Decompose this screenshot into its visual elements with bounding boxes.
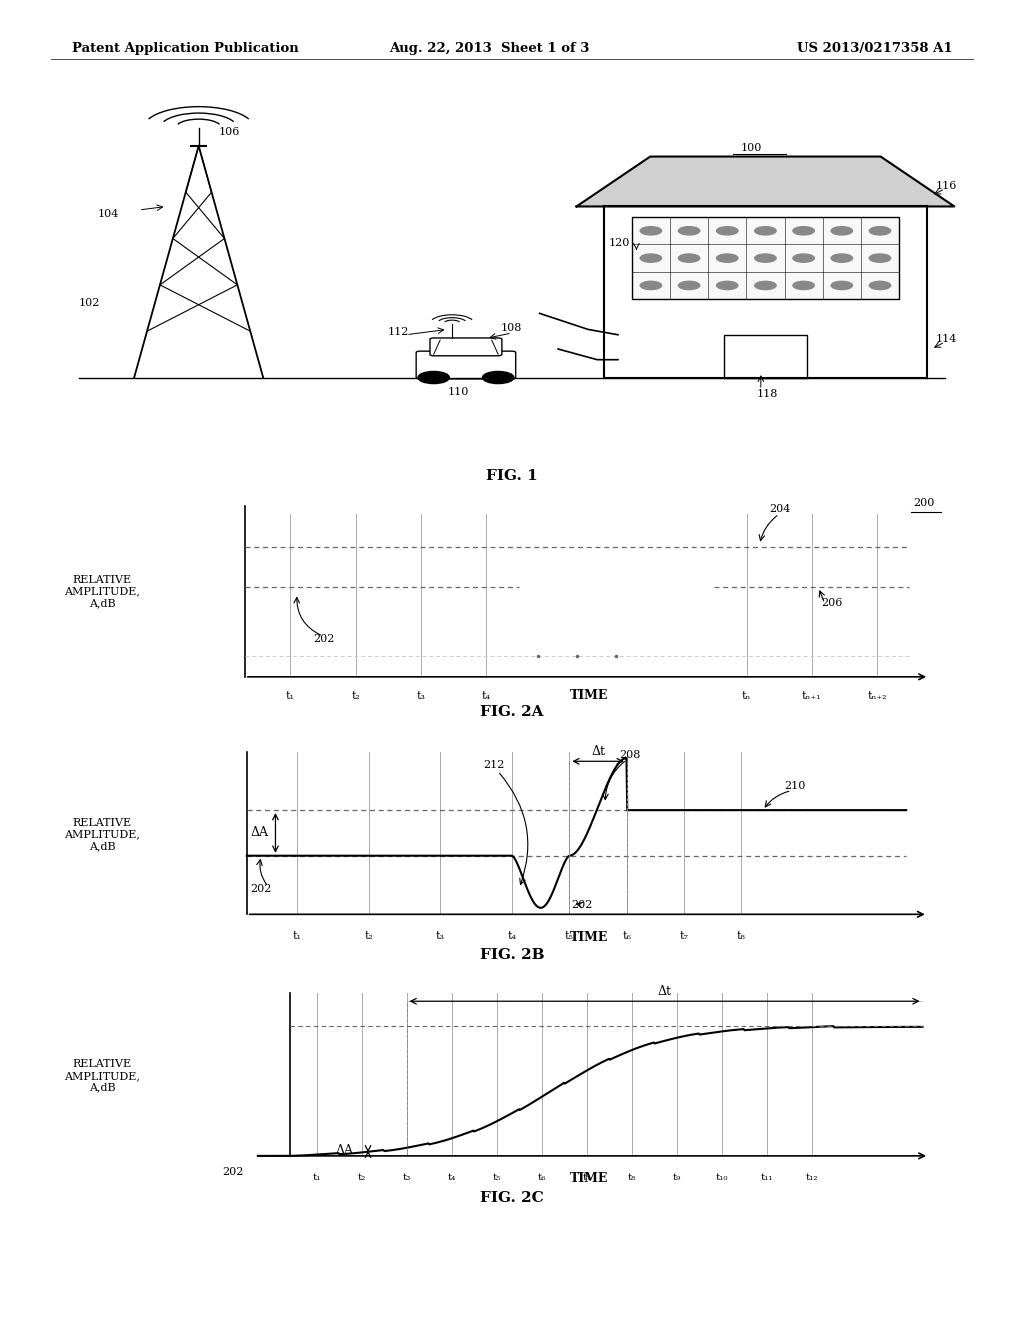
Text: 118: 118 bbox=[757, 389, 777, 399]
Text: 202: 202 bbox=[313, 634, 335, 644]
Circle shape bbox=[793, 253, 814, 263]
Text: RELATIVE
AMPLITUDE,
A,dB: RELATIVE AMPLITUDE, A,dB bbox=[65, 817, 140, 851]
Text: t₇: t₇ bbox=[583, 1173, 591, 1183]
Text: 114: 114 bbox=[936, 334, 957, 345]
Circle shape bbox=[793, 227, 814, 235]
Text: 210: 210 bbox=[784, 781, 806, 791]
Text: 202: 202 bbox=[222, 1167, 244, 1177]
Text: t₂: t₂ bbox=[365, 931, 373, 941]
Text: 206: 206 bbox=[821, 598, 843, 607]
Text: RELATIVE
AMPLITUDE,
A,dB: RELATIVE AMPLITUDE, A,dB bbox=[65, 1059, 140, 1093]
Text: FIG. 2C: FIG. 2C bbox=[480, 1191, 544, 1205]
Text: t₆: t₆ bbox=[538, 1173, 546, 1183]
Text: t₆: t₆ bbox=[623, 931, 631, 941]
Circle shape bbox=[831, 227, 853, 235]
Text: Δt: Δt bbox=[591, 744, 605, 758]
Text: t₁₂: t₁₂ bbox=[806, 1173, 818, 1183]
Text: TIME: TIME bbox=[569, 931, 608, 944]
Circle shape bbox=[482, 371, 514, 384]
Text: TIME: TIME bbox=[569, 689, 608, 702]
Text: t₅: t₅ bbox=[565, 931, 573, 941]
Circle shape bbox=[755, 227, 776, 235]
Circle shape bbox=[869, 253, 891, 263]
FancyBboxPatch shape bbox=[416, 351, 516, 379]
Circle shape bbox=[869, 281, 891, 289]
Text: 116: 116 bbox=[936, 181, 957, 190]
FancyBboxPatch shape bbox=[430, 338, 502, 356]
Text: 100: 100 bbox=[741, 143, 762, 153]
Text: t₈: t₈ bbox=[628, 1173, 636, 1183]
Text: US 2013/0217358 A1: US 2013/0217358 A1 bbox=[797, 42, 952, 55]
Text: t₂: t₂ bbox=[357, 1173, 366, 1183]
Text: FIG. 1: FIG. 1 bbox=[486, 469, 538, 483]
Text: 202: 202 bbox=[570, 900, 592, 909]
Circle shape bbox=[755, 253, 776, 263]
Circle shape bbox=[755, 281, 776, 289]
Circle shape bbox=[717, 227, 738, 235]
Text: t₂: t₂ bbox=[351, 692, 360, 701]
Circle shape bbox=[831, 281, 853, 289]
Circle shape bbox=[678, 227, 699, 235]
Text: 204: 204 bbox=[769, 504, 791, 513]
Text: 120: 120 bbox=[609, 238, 630, 248]
Text: 112: 112 bbox=[387, 327, 409, 337]
Text: t₄: t₄ bbox=[481, 692, 490, 701]
Text: 200: 200 bbox=[912, 498, 934, 508]
Circle shape bbox=[678, 281, 699, 289]
Text: t₈: t₈ bbox=[737, 931, 745, 941]
Circle shape bbox=[717, 253, 738, 263]
Polygon shape bbox=[577, 157, 954, 206]
Text: t₃: t₃ bbox=[417, 692, 425, 701]
Text: t₃: t₃ bbox=[436, 931, 444, 941]
Text: FIG. 2A: FIG. 2A bbox=[480, 705, 544, 719]
Text: t₄: t₄ bbox=[508, 931, 516, 941]
Text: t₁₁: t₁₁ bbox=[761, 1173, 773, 1183]
Text: 212: 212 bbox=[483, 760, 505, 770]
Text: 208: 208 bbox=[620, 750, 641, 760]
Bar bbox=[724, 335, 807, 378]
Text: t₉: t₉ bbox=[673, 1173, 681, 1183]
Text: Patent Application Publication: Patent Application Publication bbox=[72, 42, 298, 55]
Circle shape bbox=[640, 253, 662, 263]
Text: 102: 102 bbox=[79, 298, 100, 309]
Text: t₇: t₇ bbox=[680, 931, 688, 941]
Text: 104: 104 bbox=[97, 209, 119, 219]
Text: tₙ₊₁: tₙ₊₁ bbox=[802, 692, 821, 701]
Text: 106: 106 bbox=[219, 127, 241, 137]
Text: t₁: t₁ bbox=[286, 692, 295, 701]
Bar bbox=[632, 216, 899, 300]
Circle shape bbox=[717, 281, 738, 289]
Text: t₅: t₅ bbox=[493, 1173, 501, 1183]
Text: TIME: TIME bbox=[569, 1172, 608, 1185]
Text: 108: 108 bbox=[501, 323, 522, 333]
Text: t₄: t₄ bbox=[447, 1173, 456, 1183]
Circle shape bbox=[831, 253, 853, 263]
Circle shape bbox=[678, 253, 699, 263]
Text: 110: 110 bbox=[447, 387, 469, 397]
Text: t₁: t₁ bbox=[312, 1173, 321, 1183]
Circle shape bbox=[869, 227, 891, 235]
Text: ΔA: ΔA bbox=[250, 826, 268, 840]
Text: 202: 202 bbox=[250, 883, 271, 894]
Text: t₁₀: t₁₀ bbox=[716, 1173, 728, 1183]
Circle shape bbox=[640, 281, 662, 289]
Text: tₙ₊₂: tₙ₊₂ bbox=[867, 692, 887, 701]
Text: RELATIVE
AMPLITUDE,
A,dB: RELATIVE AMPLITUDE, A,dB bbox=[65, 574, 140, 609]
Text: FIG. 2B: FIG. 2B bbox=[479, 948, 545, 962]
Text: t₃: t₃ bbox=[402, 1173, 411, 1183]
Text: t₁: t₁ bbox=[293, 931, 301, 941]
Text: Δt: Δt bbox=[657, 985, 672, 998]
Circle shape bbox=[418, 371, 450, 384]
Circle shape bbox=[793, 281, 814, 289]
Text: ΔA: ΔA bbox=[336, 1143, 353, 1156]
Text: tₙ: tₙ bbox=[742, 692, 752, 701]
Text: Aug. 22, 2013  Sheet 1 of 3: Aug. 22, 2013 Sheet 1 of 3 bbox=[389, 42, 590, 55]
Circle shape bbox=[640, 227, 662, 235]
